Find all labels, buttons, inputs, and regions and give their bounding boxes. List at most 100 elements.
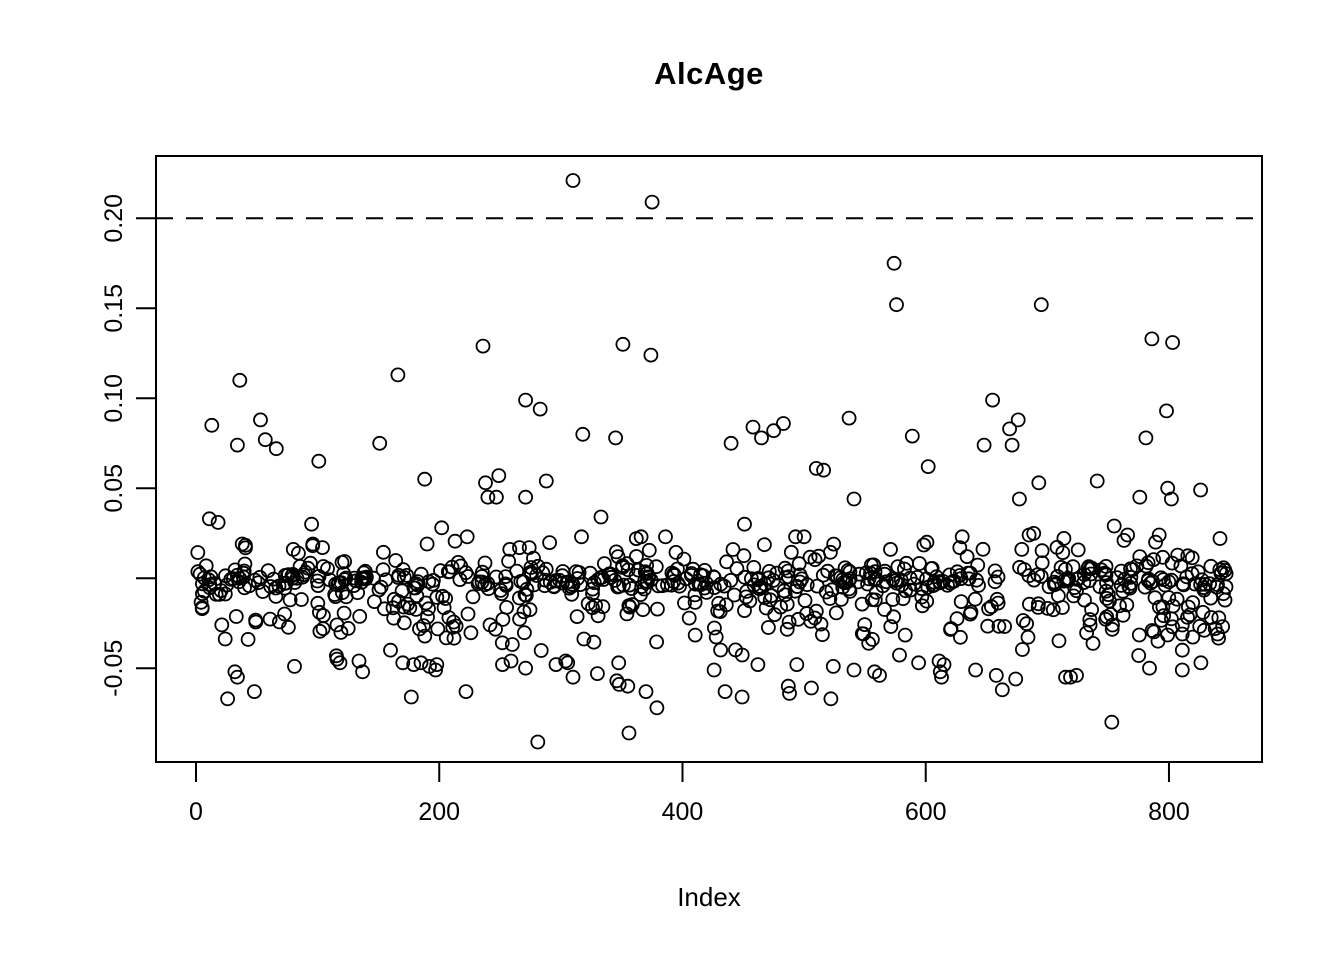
data-point <box>560 655 576 671</box>
data-point <box>447 533 463 549</box>
data-point <box>1155 549 1171 565</box>
data-point <box>841 581 857 597</box>
data-point <box>737 603 752 618</box>
data-point <box>779 621 795 637</box>
data-point <box>1165 598 1181 614</box>
data-point <box>1082 617 1098 633</box>
y-tick-label: -0.05 <box>100 640 128 697</box>
data-point <box>975 541 991 557</box>
data-point <box>193 594 209 610</box>
data-point <box>796 529 812 545</box>
data-point <box>1144 331 1160 347</box>
data-point <box>268 589 284 604</box>
data-point <box>788 529 803 545</box>
data-point <box>304 516 320 532</box>
data-point <box>565 577 581 593</box>
data-point <box>430 621 446 637</box>
data-point <box>1164 572 1179 588</box>
data-point <box>761 620 776 635</box>
data-point <box>388 553 404 568</box>
data-point <box>348 573 364 589</box>
data-point <box>717 684 733 699</box>
data-point <box>211 587 227 602</box>
data-point <box>228 609 244 624</box>
data-point <box>615 558 630 573</box>
data-point <box>281 567 296 583</box>
data-point <box>706 662 722 678</box>
data-point <box>670 575 686 591</box>
data-point <box>1034 543 1050 559</box>
data-point <box>719 554 734 570</box>
data-point <box>994 682 1010 698</box>
data-point <box>403 689 419 705</box>
data-point <box>293 592 309 607</box>
data-point <box>477 555 493 571</box>
data-point <box>854 626 870 642</box>
data-point <box>850 574 866 590</box>
data-point <box>904 428 920 444</box>
data-point <box>444 559 460 575</box>
data-point <box>737 516 752 532</box>
data-point <box>920 459 936 475</box>
data-point <box>643 347 659 363</box>
y-tick-label: 0.05 <box>100 464 128 513</box>
data-point <box>1085 636 1101 651</box>
data-point <box>522 602 538 618</box>
data-point <box>253 412 268 428</box>
data-point <box>315 540 330 555</box>
data-point <box>1063 669 1078 685</box>
data-point <box>194 601 210 617</box>
data-point <box>509 563 525 579</box>
data-point <box>596 572 611 587</box>
data-point <box>1033 297 1049 313</box>
data-point <box>548 657 564 672</box>
data-point <box>441 610 457 625</box>
data-point <box>885 592 901 607</box>
data-point <box>815 627 830 643</box>
data-point <box>754 430 769 446</box>
data-point <box>953 629 968 645</box>
data-point <box>320 561 335 577</box>
data-point <box>620 678 636 694</box>
data-point <box>988 668 1004 683</box>
data-point <box>1193 482 1208 498</box>
data-point <box>1212 531 1228 546</box>
data-point <box>936 657 952 672</box>
data-point <box>1144 623 1160 638</box>
data-point <box>1192 619 1208 634</box>
data-point <box>1159 403 1174 419</box>
data-point <box>1016 562 1032 577</box>
data-point <box>561 580 577 596</box>
data-point <box>217 631 233 647</box>
data-point <box>503 653 519 669</box>
data-point <box>495 657 510 672</box>
data-point <box>1131 627 1147 643</box>
data-point <box>1217 592 1233 608</box>
data-point <box>916 537 932 553</box>
data-point <box>1055 545 1071 560</box>
data-point <box>593 570 609 586</box>
data-point <box>611 677 627 692</box>
data-point <box>854 596 870 612</box>
data-point <box>980 618 996 634</box>
data-point <box>257 432 273 448</box>
data-point <box>471 574 487 590</box>
data-point <box>1165 335 1180 350</box>
data-point <box>517 625 532 641</box>
data-point <box>1218 566 1234 582</box>
data-point <box>302 555 318 571</box>
data-point <box>1056 531 1072 546</box>
data-point <box>1071 571 1086 587</box>
data-point <box>963 604 979 620</box>
data-point <box>463 625 479 641</box>
data-point <box>890 559 906 574</box>
data-point <box>1047 577 1062 593</box>
data-point <box>628 531 644 546</box>
data-point <box>708 629 724 645</box>
data-point <box>712 604 728 619</box>
data-point <box>667 568 682 583</box>
data-point <box>911 655 926 671</box>
data-point <box>1022 596 1037 612</box>
data-point <box>910 570 925 585</box>
data-point <box>1104 621 1120 637</box>
